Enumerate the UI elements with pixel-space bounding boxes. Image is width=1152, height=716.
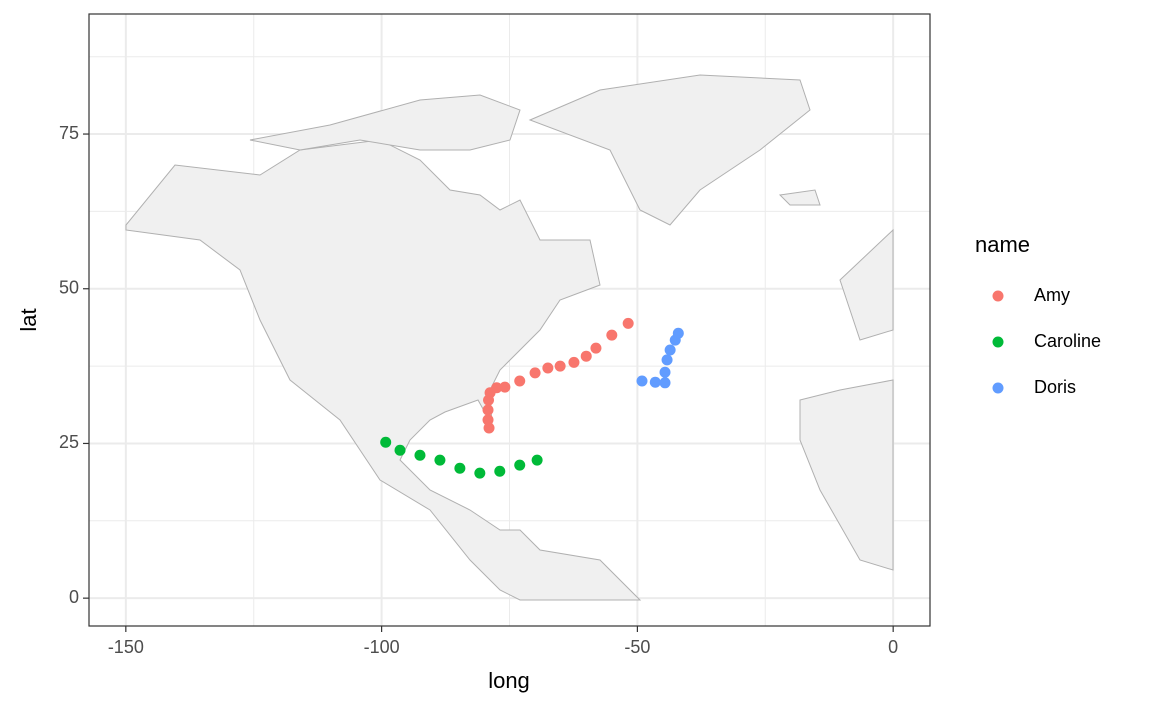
point	[454, 462, 466, 474]
point	[672, 327, 684, 339]
europe	[839, 228, 894, 341]
point	[659, 366, 671, 378]
point	[580, 350, 592, 362]
iceland	[778, 189, 821, 206]
x-tick-label: -100	[364, 637, 400, 657]
legend-title: name	[975, 232, 1030, 257]
legend-label: Caroline	[1034, 331, 1101, 351]
point	[542, 362, 554, 374]
point	[636, 375, 648, 387]
panel-border	[88, 13, 931, 627]
point	[554, 360, 566, 372]
x-tick-label: 0	[888, 637, 898, 657]
x-tick-label: -150	[108, 637, 144, 657]
point	[649, 376, 661, 388]
point	[514, 459, 526, 471]
legend-marker	[992, 336, 1004, 348]
point	[568, 356, 580, 368]
point	[659, 377, 671, 389]
point	[514, 375, 526, 387]
point	[529, 367, 541, 379]
point	[590, 342, 602, 354]
y-tick-label: 25	[59, 432, 79, 452]
y-tick-label: 50	[59, 278, 79, 298]
point	[474, 467, 486, 479]
x-tick-label: -50	[624, 637, 650, 657]
point	[622, 317, 634, 329]
y-axis-label: lat	[16, 308, 41, 331]
point	[482, 414, 494, 426]
point	[491, 382, 503, 394]
greenland	[528, 74, 811, 226]
point	[664, 344, 676, 356]
point	[394, 444, 406, 456]
point	[661, 354, 673, 366]
point	[482, 404, 494, 416]
legend: Amy Caroline Doris	[992, 285, 1101, 397]
point	[414, 449, 426, 461]
point	[499, 381, 511, 393]
legend-marker	[992, 290, 1004, 302]
point	[380, 436, 392, 448]
y-tick-label: 0	[69, 587, 79, 607]
legend-label: Amy	[1034, 285, 1070, 305]
points	[380, 317, 684, 479]
point	[531, 454, 543, 466]
point	[483, 422, 495, 434]
legend-marker	[992, 382, 1004, 394]
point	[494, 465, 506, 477]
map	[125, 74, 894, 601]
arctic-islands	[249, 94, 521, 151]
y-tick-label: 75	[59, 123, 79, 143]
point	[434, 454, 446, 466]
point	[606, 329, 618, 341]
x-axis-label: long	[488, 668, 530, 693]
africa	[799, 379, 894, 571]
legend-label: Doris	[1034, 377, 1076, 397]
north-america	[125, 139, 642, 601]
